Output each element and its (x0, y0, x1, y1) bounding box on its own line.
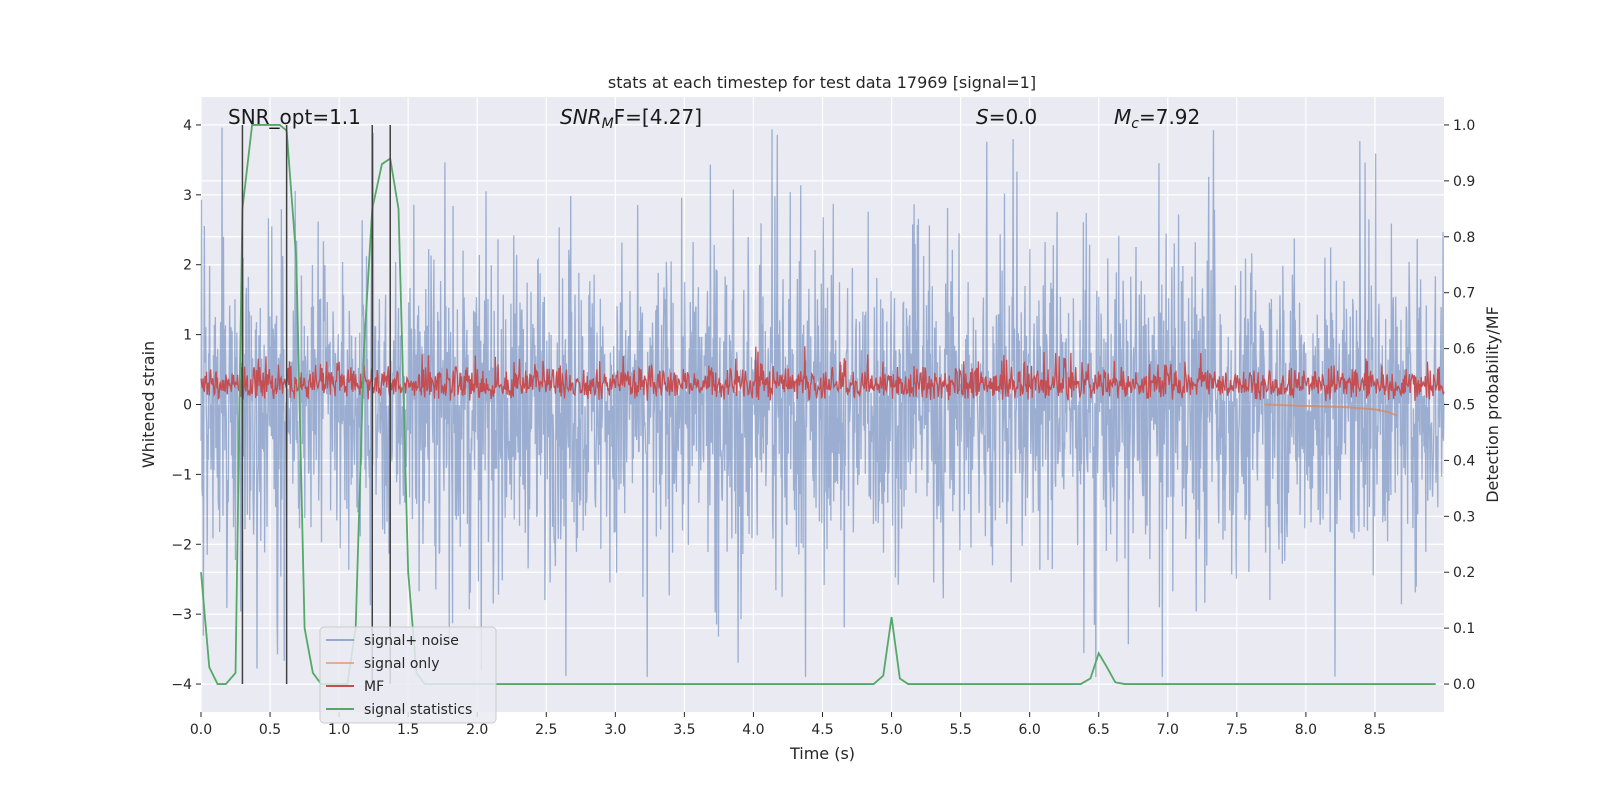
x-tick-label: 3.0 (604, 722, 626, 738)
chart-title: stats at each timestep for test data 179… (608, 73, 1036, 92)
y-right-tick-label: 0.6 (1453, 342, 1475, 358)
y-right-tick-label: 0.9 (1453, 174, 1475, 190)
x-tick-label: 1.0 (328, 722, 350, 738)
axes: 0.0 0.5 1.0 1.5 2.0 2.5 3.0 3.5 4.0 4.5 5.0 5.5 6.0 6… (139, 118, 1502, 763)
x-tick-label: 5.5 (949, 722, 971, 738)
mf-line (200, 346, 1445, 401)
annotation-s-rest: =0.0 (989, 105, 1038, 129)
signal-statistics-series (200, 124, 1436, 685)
annotation-s-var: S (976, 105, 989, 129)
y-left-tick-label: −2 (171, 537, 192, 553)
y-right-tick-label: 0.7 (1453, 286, 1475, 302)
x-tick-label: 8.5 (1364, 722, 1386, 738)
annotation-snr-mf-rest: F=[4.27] (614, 105, 702, 129)
x-tick-label: 7.0 (1157, 722, 1179, 738)
y-left-tick-label: −1 (171, 467, 192, 483)
y-right-tick-label: 1.0 (1453, 118, 1475, 134)
legend-entry-label: MF (364, 679, 384, 695)
y-left-tick-label: 2 (183, 258, 192, 274)
y-right-tick-label: 0.4 (1453, 453, 1475, 469)
annotation-mc: Mc=7.92 (1114, 105, 1200, 132)
x-tick-label: 4.5 (811, 722, 833, 738)
signal-noise-line (200, 127, 1445, 678)
y-left-axis-label: Whitened strain (139, 341, 158, 468)
annotation-snr-mf: SNRMF=[4.27] (560, 105, 702, 132)
y-right-tick-label: 0.3 (1453, 509, 1475, 525)
annotation-mc-sub: c (1131, 116, 1139, 132)
annotation-snr-mf-sub: M (602, 116, 614, 132)
x-tick-label: 3.5 (673, 722, 695, 738)
annotation-snr-opt: SNR_opt=1.1 (228, 105, 361, 129)
legend-box (319, 626, 497, 724)
y-left-tick-label: −4 (171, 677, 192, 693)
y-left-tick-label: 3 (183, 188, 192, 204)
legend: signal+ noise signal only MF signal statist… (319, 626, 497, 724)
signal-statistics-line (200, 124, 1436, 685)
y-right-axis-label: Detection probability/MF (1483, 306, 1502, 503)
signal-noise-series (200, 127, 1445, 678)
x-tick-label: 1.5 (397, 722, 419, 738)
x-tick-label: 2.5 (535, 722, 557, 738)
x-tick-label: 7.5 (1226, 722, 1248, 738)
annotation-s: S=0.0 (976, 105, 1037, 129)
y-right-tick-label: 0.0 (1453, 677, 1475, 693)
y-left-tick-label: 1 (183, 328, 192, 344)
x-tick-label: 5.0 (880, 722, 902, 738)
y-left-tick-label: 4 (183, 118, 192, 134)
x-tick-label: 8.0 (1295, 722, 1317, 738)
vertical-markers (241, 124, 391, 685)
y-right-tick-label: 0.1 (1453, 621, 1475, 637)
x-tick-label: 6.5 (1088, 722, 1110, 738)
y-right-tick-label: 0.2 (1453, 565, 1475, 581)
x-tick-label: 6.0 (1019, 722, 1041, 738)
y-right-tick-label: 0.5 (1453, 398, 1475, 414)
signal-only-series (1264, 403, 1398, 417)
x-tick-label: 0.0 (190, 722, 212, 738)
signal-only-line (1264, 403, 1398, 417)
x-tick-label: 0.5 (259, 722, 281, 738)
y-left-tick-label: −3 (171, 607, 192, 623)
legend-entry-label: signal+ noise (364, 633, 459, 649)
y-right-tick-label: 0.8 (1453, 230, 1475, 246)
x-axis-label: Time (s) (789, 744, 855, 763)
annotation-mc-rest: =7.92 (1139, 105, 1200, 129)
mf-series (200, 346, 1445, 401)
legend-entry-label: signal only (364, 656, 439, 672)
x-tick-label: 2.0 (466, 722, 488, 738)
y-left-tick-label: 0 (183, 398, 192, 414)
annotation-snr-mf-main: SNR (560, 105, 602, 129)
x-tick-label: 4.0 (742, 722, 764, 738)
legend-entry-label: signal statistics (364, 702, 472, 718)
annotation-mc-var: M (1114, 105, 1131, 129)
